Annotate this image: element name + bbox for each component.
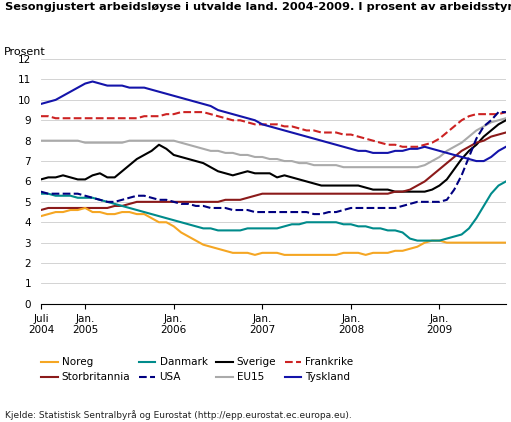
- Text: Kjelde: Statistisk Sentralbyrå og Eurostat (http://epp.eurostat.ec.europa.eu).: Kjelde: Statistisk Sentralbyrå og Eurost…: [5, 410, 352, 420]
- Legend: Noreg, Storbritannia, Danmark, USA, Sverige, EU15, Frankrike, Tyskland: Noreg, Storbritannia, Danmark, USA, Sver…: [37, 353, 358, 387]
- Text: Prosent: Prosent: [4, 47, 45, 57]
- Text: Sesongjustert arbeidsløyse i utvalde land. 2004-2009. I prosent av arbeidsstyrke: Sesongjustert arbeidsløyse i utvalde lan…: [5, 2, 511, 12]
